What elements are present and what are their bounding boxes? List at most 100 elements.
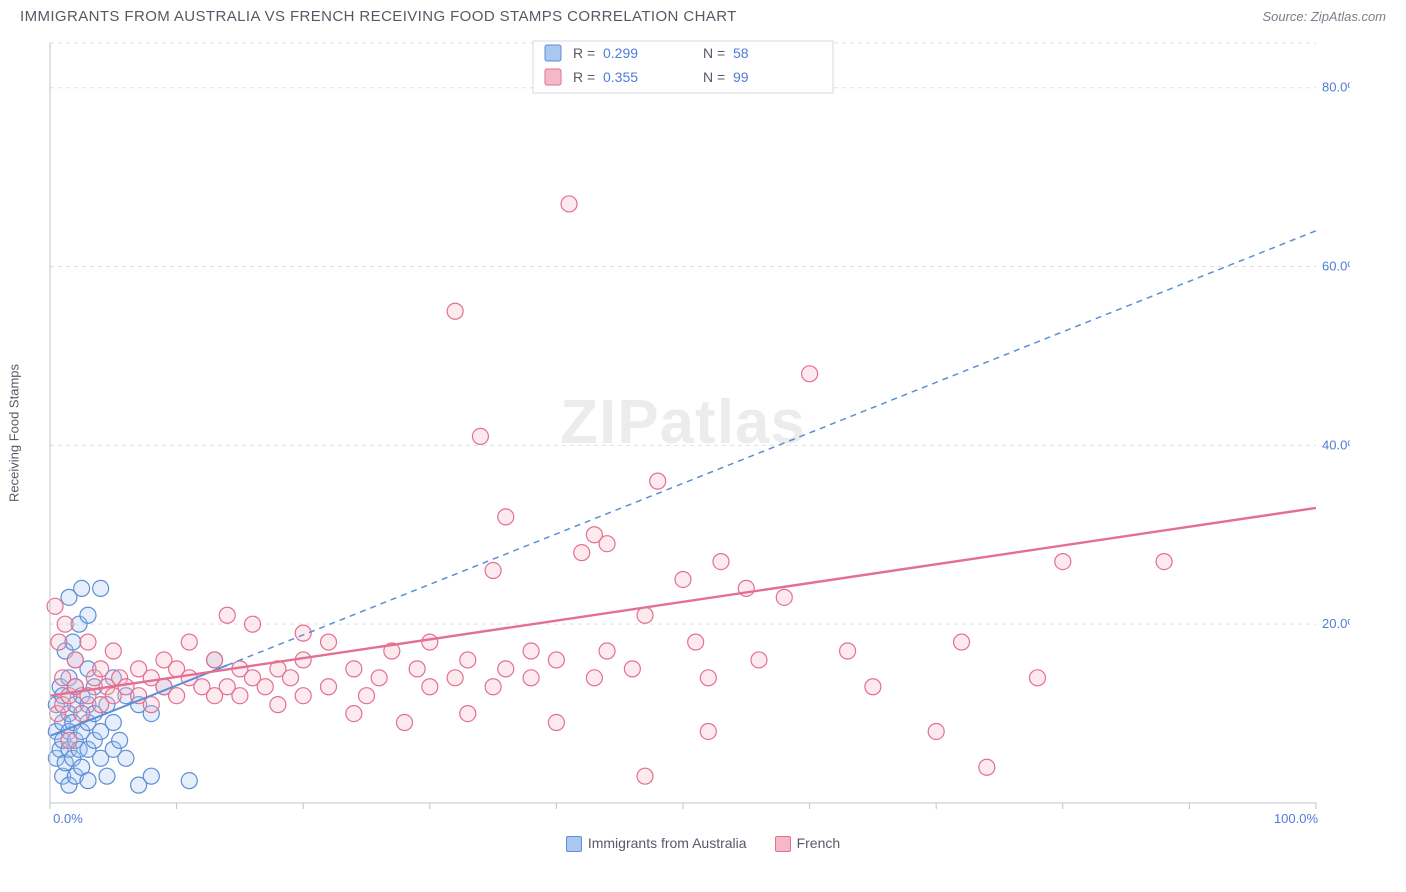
data-point <box>207 652 223 668</box>
correlation-chart: 20.0% 40.0% 60.0% 80.0% ZIPatlas 0.0% 100.0% R … <box>20 33 1350 833</box>
chart-title: IMMIGRANTS FROM AUSTRALIA VS FRENCH RECE… <box>20 8 737 25</box>
data-point <box>802 366 818 382</box>
data-point <box>1029 670 1045 686</box>
data-point <box>650 473 666 489</box>
data-point <box>548 715 564 731</box>
data-point <box>447 670 463 686</box>
data-point <box>637 607 653 623</box>
data-point <box>283 670 299 686</box>
trend-line <box>50 508 1316 696</box>
svg-text:20.0%: 20.0% <box>1322 616 1350 631</box>
data-point <box>447 303 463 319</box>
data-point <box>105 715 121 731</box>
data-point <box>143 768 159 784</box>
data-point <box>270 697 286 713</box>
data-point <box>245 616 261 632</box>
bottom-legend: Immigrants from Australia French <box>0 835 1406 852</box>
svg-text:0.0%: 0.0% <box>53 811 83 826</box>
data-point <box>80 634 96 650</box>
data-point <box>586 670 602 686</box>
legend-swatch <box>775 836 791 852</box>
legend-label: French <box>797 835 841 851</box>
legend-label: Immigrants from Australia <box>588 835 747 851</box>
data-point <box>346 661 362 677</box>
data-point <box>523 670 539 686</box>
data-point <box>51 634 67 650</box>
data-point <box>523 643 539 659</box>
svg-text:100.0%: 100.0% <box>1274 811 1319 826</box>
data-point <box>67 652 83 668</box>
svg-text:99: 99 <box>733 69 749 85</box>
chart-container: Receiving Food Stamps 20.0%40.0%60.0%80.… <box>20 33 1386 833</box>
data-point <box>840 643 856 659</box>
legend-item: French <box>775 835 841 852</box>
data-point <box>93 661 109 677</box>
data-point <box>865 679 881 695</box>
data-point <box>574 545 590 561</box>
data-point <box>181 634 197 650</box>
data-point <box>675 571 691 587</box>
svg-text:40.0%: 40.0% <box>1322 437 1350 452</box>
data-point <box>219 607 235 623</box>
data-point <box>979 759 995 775</box>
data-point <box>409 661 425 677</box>
svg-text:R =: R = <box>573 45 595 61</box>
data-point <box>47 598 63 614</box>
data-point <box>751 652 767 668</box>
svg-text:0.355: 0.355 <box>603 69 638 85</box>
data-point <box>713 554 729 570</box>
data-point <box>396 715 412 731</box>
data-point <box>371 670 387 686</box>
data-point <box>485 563 501 579</box>
title-bar: IMMIGRANTS FROM AUSTRALIA VS FRENCH RECE… <box>0 0 1406 29</box>
data-point <box>954 634 970 650</box>
data-point <box>460 706 476 722</box>
data-point <box>485 679 501 695</box>
data-point <box>472 428 488 444</box>
svg-text:60.0%: 60.0% <box>1322 259 1350 274</box>
data-point <box>498 661 514 677</box>
data-point <box>99 768 115 784</box>
data-point <box>295 688 311 704</box>
svg-text:80.0%: 80.0% <box>1322 80 1350 95</box>
svg-text:N =: N = <box>703 69 725 85</box>
data-point <box>1156 554 1172 570</box>
source-label: Source: ZipAtlas.com <box>1262 9 1386 24</box>
data-point <box>548 652 564 668</box>
svg-text:ZIPatlas: ZIPatlas <box>560 388 806 457</box>
data-point <box>700 723 716 739</box>
data-point <box>928 723 944 739</box>
svg-text:58: 58 <box>733 45 749 61</box>
data-point <box>359 688 375 704</box>
data-point <box>105 643 121 659</box>
y-axis-label: Receiving Food Stamps <box>7 364 22 502</box>
data-point <box>346 706 362 722</box>
data-point <box>1055 554 1071 570</box>
data-point <box>61 732 77 748</box>
data-point <box>599 536 615 552</box>
data-point <box>57 616 73 632</box>
legend-item: Immigrants from Australia <box>566 835 747 852</box>
data-point <box>498 509 514 525</box>
trend-line-dashed <box>227 231 1316 665</box>
data-point <box>295 625 311 641</box>
data-point <box>169 688 185 704</box>
data-point <box>624 661 640 677</box>
data-point <box>688 634 704 650</box>
data-point <box>700 670 716 686</box>
data-point <box>321 634 337 650</box>
data-point <box>257 679 273 695</box>
data-point <box>232 688 248 704</box>
legend-swatch <box>566 836 582 852</box>
data-point <box>460 652 476 668</box>
data-point <box>80 607 96 623</box>
data-point <box>112 732 128 748</box>
data-point <box>74 706 90 722</box>
data-point <box>118 750 134 766</box>
data-point <box>637 768 653 784</box>
data-point <box>599 643 615 659</box>
svg-text:N =: N = <box>703 45 725 61</box>
svg-text:0.299: 0.299 <box>603 45 638 61</box>
data-point <box>422 679 438 695</box>
data-point <box>181 773 197 789</box>
